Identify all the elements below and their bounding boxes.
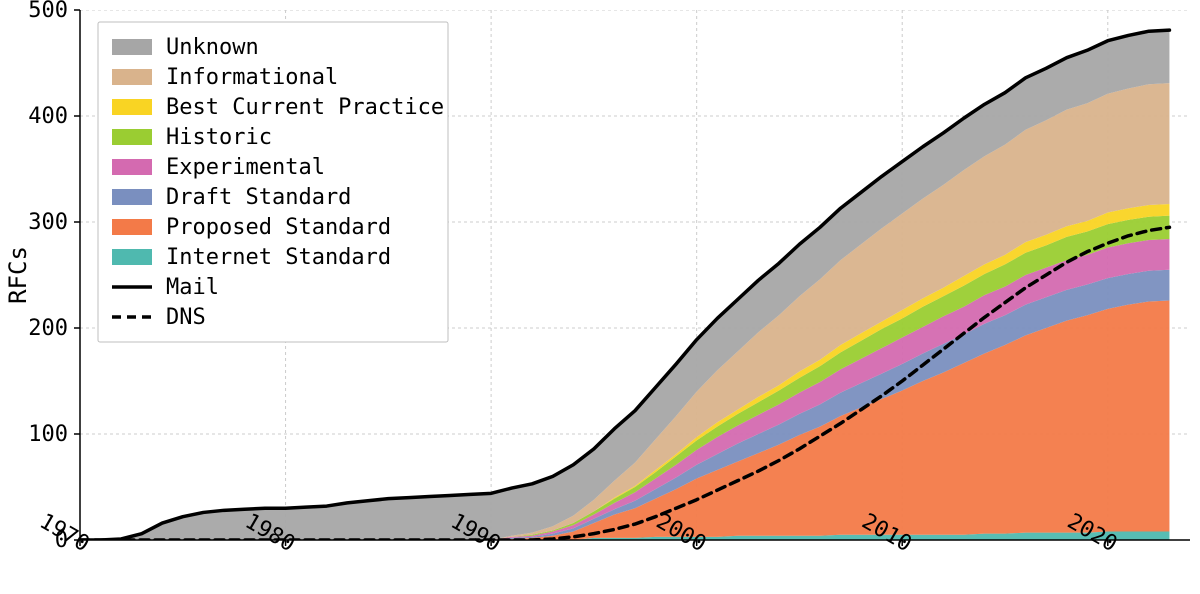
legend-label: Internet Standard xyxy=(166,245,391,270)
legend-swatch xyxy=(112,249,152,265)
rfc-stacked-area-chart: 0100200300400500RFCs19701980199020002010… xyxy=(0,0,1200,594)
y-tick-label: 100 xyxy=(28,422,68,447)
legend-label: Experimental xyxy=(166,155,325,180)
legend-swatch xyxy=(112,219,152,235)
y-tick-label: 400 xyxy=(28,104,68,129)
y-axis-title: RFCs xyxy=(4,246,32,304)
legend-swatch xyxy=(112,189,152,205)
y-tick-label: 200 xyxy=(28,316,68,341)
legend-label: Proposed Standard xyxy=(166,215,391,240)
legend-label: Draft Standard xyxy=(166,185,351,210)
legend-label: Unknown xyxy=(166,35,259,60)
legend-swatch xyxy=(112,39,152,55)
legend-swatch xyxy=(112,159,152,175)
legend-swatch xyxy=(112,99,152,115)
legend-label: DNS xyxy=(166,305,206,330)
legend-label: Mail xyxy=(166,275,219,300)
y-tick-label: 300 xyxy=(28,210,68,235)
y-tick-label: 500 xyxy=(28,0,68,23)
legend-swatch xyxy=(112,69,152,85)
legend-swatch xyxy=(112,129,152,145)
legend: Unknown Informational Best Current Practic… xyxy=(98,22,448,342)
legend-label: Best Current Practice xyxy=(166,95,444,120)
legend-label: Informational xyxy=(166,65,338,90)
chart-svg: 0100200300400500RFCs19701980199020002010… xyxy=(0,0,1200,594)
legend-label: Historic xyxy=(166,125,272,150)
